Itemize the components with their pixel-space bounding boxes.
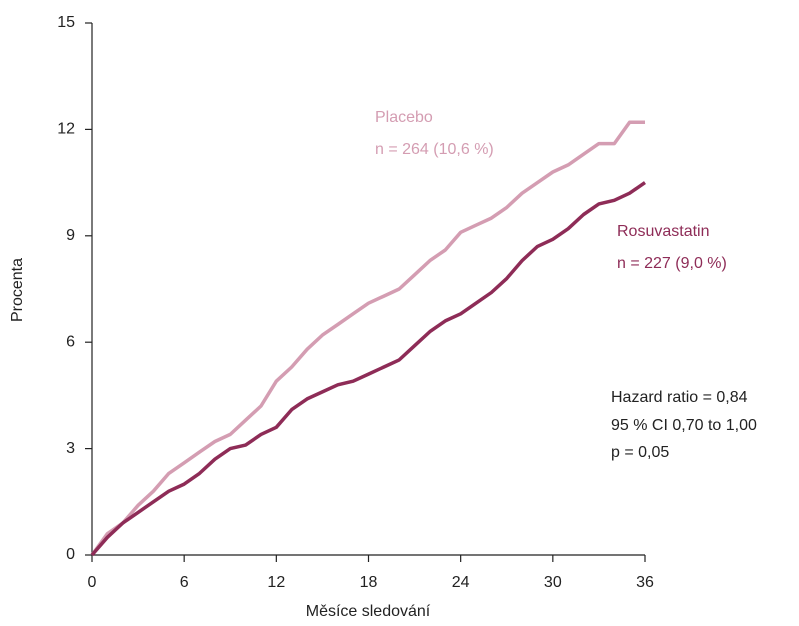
x-tick-label: 24 — [452, 574, 470, 591]
x-tick-label: 0 — [88, 574, 97, 591]
x-tick-label: 18 — [360, 574, 378, 591]
y-tick-label: 12 — [57, 121, 75, 138]
series-line — [90, 181, 646, 557]
series-label: Placebo — [375, 109, 433, 126]
x-tick-label: 12 — [267, 574, 285, 591]
annotation: Hazard ratio = 0,84 — [611, 389, 748, 406]
y-tick-label: 0 — [66, 546, 75, 563]
y-tick-label: 9 — [66, 227, 75, 244]
x-tick-label: 36 — [636, 574, 654, 591]
annotation: 95 % CI 0,70 to 1,00 — [611, 417, 757, 434]
y-tick-label: 15 — [57, 14, 75, 31]
x-tick-label: 6 — [180, 574, 189, 591]
x-axis-label: Měsíce sledování — [306, 603, 431, 620]
y-tick-label: 6 — [66, 333, 75, 350]
series-label: Rosuvastatin — [617, 223, 710, 240]
series-note: n = 264 (10,6 %) — [375, 141, 494, 158]
series-note: n = 227 (9,0 %) — [617, 255, 727, 272]
x-tick-label: 30 — [544, 574, 562, 591]
series-line — [90, 120, 645, 557]
y-tick-label: 3 — [66, 440, 75, 457]
annotation: p = 0,05 — [611, 444, 669, 461]
y-axis-label: Procenta — [9, 258, 26, 322]
